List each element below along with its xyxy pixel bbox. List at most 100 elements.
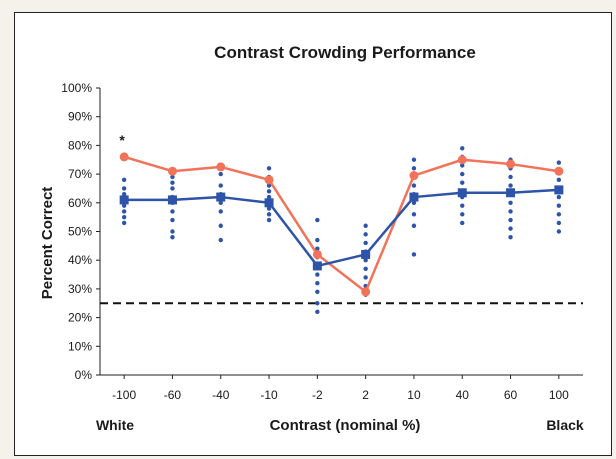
x-tick-label: -40 xyxy=(212,388,230,402)
individual-point xyxy=(315,217,320,223)
x-tick-label: 40 xyxy=(456,388,470,402)
individual-point xyxy=(363,266,368,272)
individual-point xyxy=(508,174,513,180)
series-2-point xyxy=(264,198,274,208)
individual-point xyxy=(170,229,175,234)
individual-point xyxy=(315,237,320,243)
individual-point xyxy=(556,212,562,217)
individual-point xyxy=(363,232,368,237)
series-2-point xyxy=(457,188,467,198)
individual-point xyxy=(460,212,465,217)
individual-point xyxy=(266,189,272,194)
y-axis-title: Percent Correct xyxy=(39,187,56,300)
individual-point xyxy=(363,258,368,263)
plot-area: 0% 10% 20% 30% 40% 50% 60% 70% 80% 90% 100% -100 -60… xyxy=(61,81,583,402)
individual-point xyxy=(121,186,127,191)
individual-point xyxy=(460,180,465,185)
y-tick-label: 50% xyxy=(68,225,92,239)
individual-point xyxy=(556,229,562,234)
individual-point xyxy=(266,166,272,171)
individual-point xyxy=(363,240,368,246)
y-tick-label: 10% xyxy=(68,339,92,353)
individual-point xyxy=(411,223,417,228)
individual-point xyxy=(266,212,272,217)
individual-point xyxy=(218,237,223,243)
individual-point xyxy=(556,177,562,183)
individual-point xyxy=(266,194,272,200)
series-1-point xyxy=(264,175,274,185)
series-1-point xyxy=(167,166,177,176)
series-2-point xyxy=(167,195,177,205)
significance-marker: * xyxy=(119,132,125,148)
series-1-point xyxy=(457,155,467,165)
individual-point xyxy=(170,209,175,214)
individual-point xyxy=(508,226,513,231)
individual-point xyxy=(460,171,465,177)
series-2-point xyxy=(554,185,564,195)
individual-point xyxy=(121,220,127,226)
series-1-point xyxy=(506,159,516,169)
individual-point xyxy=(315,301,320,306)
series-2-point xyxy=(361,249,371,259)
black-end-label: Black xyxy=(546,417,584,433)
individual-point xyxy=(170,186,175,191)
individual-point xyxy=(460,163,465,168)
individual-point xyxy=(460,146,465,151)
individual-point xyxy=(411,157,417,162)
series-1-point xyxy=(119,152,129,162)
y-tick-label: 70% xyxy=(68,167,92,181)
individual-point xyxy=(508,217,513,223)
series-1-point xyxy=(361,287,371,297)
individual-point xyxy=(460,220,465,226)
individual-point xyxy=(508,209,513,214)
individual-point xyxy=(411,183,417,188)
individual-point xyxy=(460,203,465,208)
series-1-point xyxy=(312,249,322,259)
x-tick-label: -10 xyxy=(260,388,278,402)
y-tick-label: 30% xyxy=(68,282,92,296)
x-tick-label: -100 xyxy=(112,388,136,402)
individual-point xyxy=(411,252,417,257)
individual-point xyxy=(121,191,127,197)
series-2-point xyxy=(506,188,516,198)
y-tick-label: 80% xyxy=(68,138,92,152)
chart-title: Contrast Crowding Performance xyxy=(214,43,476,62)
y-tick-label: 90% xyxy=(68,110,92,124)
individual-point xyxy=(411,212,417,217)
individual-point xyxy=(170,217,175,223)
individual-point xyxy=(508,183,513,188)
x-tick-label: 10 xyxy=(407,388,421,402)
individual-point xyxy=(315,272,320,277)
series-2-point xyxy=(216,192,226,202)
individual-point xyxy=(266,183,272,188)
individual-point xyxy=(170,174,175,180)
y-tick-label: 0% xyxy=(75,368,93,382)
individual-point xyxy=(121,177,127,183)
individual-point xyxy=(218,200,223,205)
x-tick-label: -2 xyxy=(312,388,323,402)
series-1-point xyxy=(409,171,419,181)
x-axis-title: Contrast (nominal %) xyxy=(270,417,421,434)
individual-point xyxy=(121,209,127,214)
x-tick-label: 2 xyxy=(362,388,369,402)
individual-point xyxy=(556,220,562,226)
individual-point xyxy=(315,246,320,251)
individual-point xyxy=(315,309,320,315)
series-1-line xyxy=(123,155,560,294)
series-1-point xyxy=(554,166,564,176)
individual-point xyxy=(411,200,417,205)
individual-point xyxy=(266,206,272,211)
individual-point xyxy=(411,166,417,171)
individual-point xyxy=(556,203,562,208)
individual-point xyxy=(363,223,368,228)
y-tick-label: 100% xyxy=(61,81,92,95)
individual-point xyxy=(170,235,175,240)
individual-point xyxy=(218,183,223,188)
individual-point xyxy=(266,217,272,223)
individual-point xyxy=(556,160,562,165)
chart-svg: Contrast Crowding Performance Percent Co… xyxy=(39,43,584,434)
individual-point xyxy=(218,171,223,177)
individual-point xyxy=(508,200,513,205)
individual-point xyxy=(508,235,513,240)
x-tick-label: -60 xyxy=(164,388,182,402)
